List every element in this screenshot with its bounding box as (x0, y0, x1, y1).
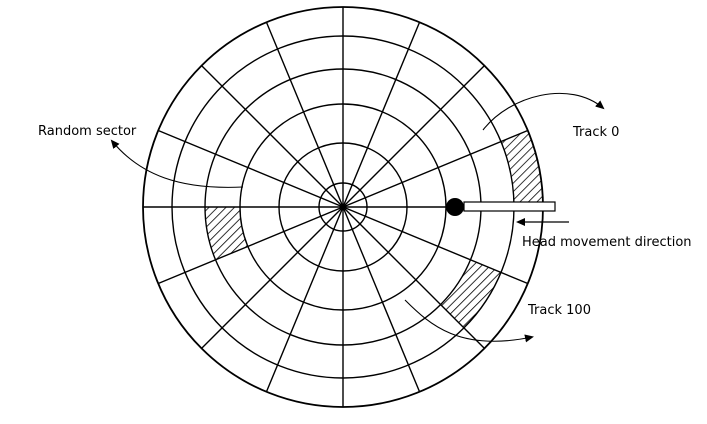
track-100-label: Track 100 (527, 303, 591, 318)
head-arm (463, 201, 556, 212)
track-0-leader (482, 92, 605, 131)
random-sector (205, 207, 248, 260)
hatched-sectors (205, 130, 543, 328)
random-sector-label: Random sector (38, 124, 137, 139)
head-direction-label: Head movement direction (522, 235, 692, 250)
track-0-sector (500, 130, 543, 207)
read-write-head (446, 198, 556, 216)
track-100-sector (440, 259, 501, 328)
track-100-leader (404, 299, 534, 343)
track-0-label: Track 0 (572, 125, 619, 140)
head-dot (446, 198, 464, 216)
random-sector-leader (110, 139, 244, 188)
sector-line (157, 129, 529, 285)
